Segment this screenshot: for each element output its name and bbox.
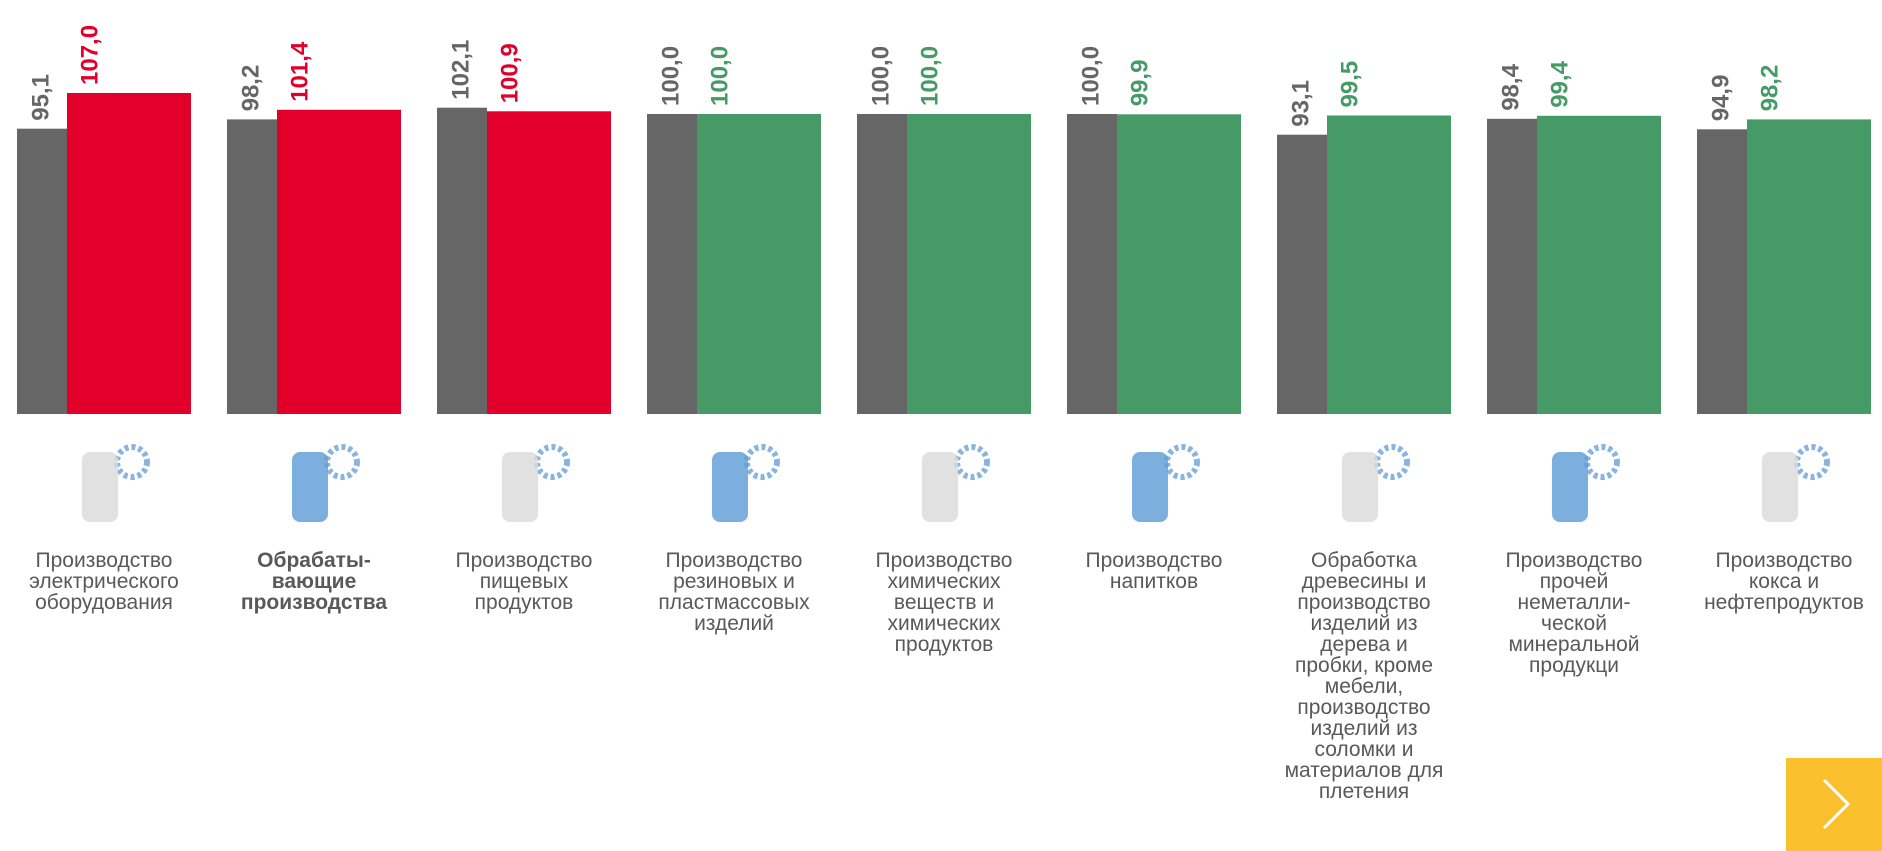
category-label: Производство резиновых и пластмассовых и… [658, 549, 810, 635]
icon-shape [292, 452, 328, 522]
icon-gear [534, 444, 570, 480]
value-label: 101,4 [286, 41, 313, 102]
icon-gear [1584, 444, 1620, 480]
icon-gear [954, 444, 990, 480]
bar [1067, 114, 1117, 414]
icon-shape [82, 452, 118, 522]
value-label: 100,0 [916, 46, 943, 106]
icon-shape [712, 452, 748, 522]
value-label: 95,1 [27, 74, 54, 121]
bar [907, 114, 1031, 414]
icon [1342, 444, 1410, 522]
icon [1552, 444, 1620, 522]
bar [1487, 118, 1537, 415]
bar [17, 128, 67, 414]
icon-shape [502, 452, 538, 522]
bar [1537, 115, 1661, 415]
bar [437, 107, 487, 414]
value-label: 98,2 [237, 65, 264, 112]
icon-shape [1342, 452, 1378, 522]
bar [277, 109, 401, 415]
category-label: Производство прочей неметалли- ческой ми… [1505, 549, 1643, 677]
value-label: 99,9 [1126, 60, 1153, 107]
icon-gear [1164, 444, 1200, 480]
bar [1117, 114, 1241, 415]
icon-gear [744, 444, 780, 480]
value-label: 100,0 [706, 46, 733, 106]
value-label: 98,2 [1756, 65, 1783, 112]
value-label: 98,4 [1497, 63, 1524, 110]
icon-gear [1374, 444, 1410, 480]
bar [487, 111, 611, 415]
bar [227, 119, 277, 415]
bar [857, 114, 907, 414]
value-label: 99,5 [1336, 61, 1363, 108]
icon-shape [1132, 452, 1168, 522]
category-label: Производство пищевых продуктов [455, 549, 593, 614]
bar [1277, 134, 1327, 414]
icon [1132, 444, 1200, 522]
icon-shape [1762, 452, 1798, 522]
category-label: Производство напитков [1085, 549, 1223, 593]
value-label: 93,1 [1287, 80, 1314, 127]
icon [502, 444, 570, 522]
category-label: Производство электрического оборудования [29, 549, 179, 614]
icon [922, 444, 990, 522]
value-label: 102,1 [447, 40, 474, 100]
value-label: 99,4 [1546, 60, 1573, 107]
icon [1762, 444, 1830, 522]
bar [697, 114, 821, 414]
bar [647, 114, 697, 414]
icon [712, 444, 780, 522]
icon-gear [324, 444, 360, 480]
value-label: 100,0 [867, 46, 894, 106]
next-arrow [1822, 778, 1851, 830]
category-label: Производство кокса и нефтепродуктов [1704, 549, 1864, 614]
bar [1697, 129, 1747, 415]
bar [1747, 119, 1871, 415]
value-label: 100,0 [657, 46, 684, 106]
category-label: Обрабаты- вающие производства [240, 549, 388, 614]
icon-shape [922, 452, 958, 522]
bar [1327, 115, 1451, 414]
value-label: 100,9 [496, 43, 523, 103]
value-label: 100,0 [1077, 46, 1104, 106]
icon-gear [114, 444, 150, 480]
icon [292, 444, 360, 522]
icon [82, 444, 150, 522]
icon-gear [1794, 444, 1830, 480]
value-label: 94,9 [1707, 75, 1734, 122]
category-label: Производство химических веществ и химиче… [875, 549, 1013, 656]
category-label: Обработка древесины и производство издел… [1284, 549, 1444, 803]
bar [67, 93, 191, 414]
next-button[interactable] [1786, 758, 1882, 851]
icon-shape [1552, 452, 1588, 522]
value-label: 107,0 [76, 25, 103, 85]
